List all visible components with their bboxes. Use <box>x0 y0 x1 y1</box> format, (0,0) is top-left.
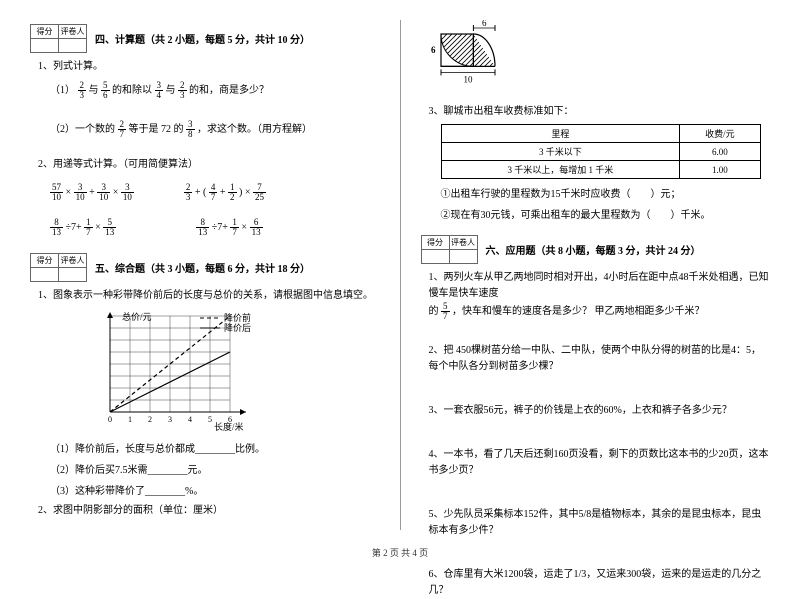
reviewer-blank <box>449 250 477 264</box>
svg-text:0: 0 <box>108 415 112 424</box>
col-fee: 收费/元 <box>680 125 760 143</box>
right-column: 6 6 10 3、聊城市出租车收费标准如下： 里程收费/元 3 千米以下6.00 3… <box>421 20 771 540</box>
frac-2-3b: 23 <box>178 81 187 100</box>
svg-text:降价后: 降价后 <box>224 322 251 333</box>
svg-text:1: 1 <box>128 415 132 424</box>
text: （1） <box>50 85 75 96</box>
score-label: 得分 <box>31 25 59 39</box>
frac-2-3: 23 <box>78 81 87 100</box>
s6-q5: 5、少先队员采集标本152件，其中5/8是植物标本，其余的是昆虫标本，昆虫标本有… <box>429 507 771 539</box>
svg-text:长度/米: 长度/米 <box>214 421 244 432</box>
taxi-note2: ②现在有30元钱，可乘出租车的最大里程数为（ ）千米。 <box>441 206 771 221</box>
frac-2-7: 27 <box>118 120 127 139</box>
section4-title: 四、计算题（共 2 小题，每题 5 分，共计 10 分） <box>95 31 310 46</box>
frac-5-7: 57 <box>441 302 450 321</box>
frac-3-8: 38 <box>186 120 195 139</box>
text: 1、两列火车从甲乙两地同时相对开出，4小时后在距中点48千米处相遇，已知慢车是快… <box>429 272 769 299</box>
text: 的 <box>429 306 439 317</box>
page-footer: 第 2 页 共 4 页 <box>0 546 800 559</box>
s6-q2: 2、把 450棵树苗分给一中队、二中队，使两个中队分得的树苗的比是4：5，每个中… <box>429 343 771 375</box>
frac-5-6: 56 <box>101 81 110 100</box>
svg-text:5: 5 <box>208 415 212 424</box>
svg-text:总价/元: 总价/元 <box>122 312 152 322</box>
score-blank <box>421 250 449 264</box>
s6-q6: 6、仓库里有大米1200袋，运走了1/3，又运来300袋，运来的是运走的几分之几… <box>429 567 771 599</box>
text: ，求这个数。（用方程解） <box>197 124 312 135</box>
svg-text:10: 10 <box>463 74 473 84</box>
s4-q1: 1、列式计算。 <box>38 59 380 75</box>
svg-text:2: 2 <box>148 415 152 424</box>
expr-3: 813 ÷7+ 17 × 513 <box>50 218 116 237</box>
s4-q1-p2: （2）一个数的 27 等于是 72 的 38 ，求这个数。（用方程解） <box>50 120 380 139</box>
price-chart: 0123456总价/元长度/米降价前降价后 <box>90 312 380 432</box>
s4-q1-p1: （1） 23 与 56 的和除以 34 与 23 的和，商是多少？ <box>50 81 380 100</box>
expr-4: 813 ÷7+ 17 × 613 <box>196 218 262 237</box>
svg-text:降价前: 降价前 <box>224 312 251 323</box>
score-table-4: 得分评卷人 <box>30 24 87 53</box>
page-content: 得分评卷人 四、计算题（共 2 小题，每题 5 分，共计 10 分） 1、列式计… <box>30 20 770 540</box>
row2-r: 1.00 <box>680 161 760 179</box>
section6-header: 得分评卷人 六、应用题（共 8 小题，每题 3 分，共计 24 分） <box>421 235 771 264</box>
s5-q1-p2: （2）降价后买7.5米需________元。 <box>50 461 380 476</box>
reviewer-blank <box>59 39 87 53</box>
svg-text:6: 6 <box>481 20 486 28</box>
reviewer-blank <box>59 268 87 282</box>
s5-q1: 1、图象表示一种彩带降价前后的长度与总价的关系，请根据图中信息填空。 <box>38 288 380 304</box>
s6-q3: 3、一套衣服56元，裤子的价钱是上衣的60%，上衣和裤子各多少元？ <box>429 403 771 419</box>
reviewer-label: 评卷人 <box>59 25 87 39</box>
s4-q2: 2、用递等式计算。（可用简便算法） <box>38 157 380 173</box>
calc-row-2: 813 ÷7+ 17 × 513 813 ÷7+ 17 × 613 <box>50 218 380 237</box>
calc-row-1: 5710 × 310 + 310 × 310 23 + ( 47 + 12 ) … <box>50 183 380 202</box>
reviewer-label: 评卷人 <box>449 236 477 250</box>
reviewer-label: 评卷人 <box>59 254 87 268</box>
section5-title: 五、综合题（共 3 小题，每题 6 分，共计 18 分） <box>95 260 310 275</box>
score-label: 得分 <box>421 236 449 250</box>
score-table-6: 得分评卷人 <box>421 235 478 264</box>
score-blank <box>31 39 59 53</box>
svg-text:4: 4 <box>188 415 192 424</box>
row1-r: 6.00 <box>680 143 760 161</box>
frac-3-4: 34 <box>155 81 164 100</box>
s6-q4: 4、一本书，看了几天后还剩160页没看，剩下的页数比这本书的少20页，这本书多少… <box>429 447 771 479</box>
column-divider <box>400 20 401 530</box>
shape-svg: 6 6 10 <box>421 20 561 100</box>
text: 等于是 72 的 <box>129 124 184 135</box>
score-table-5: 得分评卷人 <box>30 253 87 282</box>
s5-q3: 3、聊城市出租车收费标准如下： <box>429 104 771 120</box>
svg-text:3: 3 <box>168 415 172 424</box>
row1-l: 3 千米以下 <box>441 143 680 161</box>
section5-header: 得分评卷人 五、综合题（共 3 小题，每题 6 分，共计 18 分） <box>30 253 380 282</box>
section6-title: 六、应用题（共 8 小题，每题 3 分，共计 24 分） <box>486 242 701 257</box>
text: ，快车和慢车的速度各是多少？ 甲乙两地相距多少千米？ <box>452 306 705 317</box>
taxi-note1: ①出租车行驶的里程数为15千米时应收费（ ）元； <box>441 185 771 200</box>
price-chart-svg: 0123456总价/元长度/米降价前降价后 <box>90 312 270 432</box>
row2-l: 3 千米以上，每增加 1 千米 <box>441 161 680 179</box>
score-blank <box>31 268 59 282</box>
s5-q1-p1: （1）降价前后，长度与总价都成________比例。 <box>50 440 380 455</box>
expr-2: 23 + ( 47 + 12 ) × 725 <box>184 183 266 202</box>
text: 的和，商是多少？ <box>189 85 269 96</box>
svg-text:6: 6 <box>431 45 436 55</box>
section4-header: 得分评卷人 四、计算题（共 2 小题，每题 5 分，共计 10 分） <box>30 24 380 53</box>
text: （2）一个数的 <box>50 124 115 135</box>
s5-q2: 2、求图中阴影部分的面积（单位：厘米） <box>38 503 380 519</box>
col-mile: 里程 <box>441 125 680 143</box>
s6-q1: 1、两列火车从甲乙两地同时相对开出，4小时后在距中点48千米处相遇，已知慢车是快… <box>429 270 771 321</box>
score-label: 得分 <box>31 254 59 268</box>
taxi-table: 里程收费/元 3 千米以下6.00 3 千米以上，每增加 1 千米1.00 <box>441 124 761 179</box>
s5-q1-p3: （3）这种彩带降价了________%。 <box>50 482 380 497</box>
left-column: 得分评卷人 四、计算题（共 2 小题，每题 5 分，共计 10 分） 1、列式计… <box>30 20 380 540</box>
shape-figure: 6 6 10 <box>421 20 731 100</box>
text: 的和除以 <box>112 85 152 96</box>
expr-1: 5710 × 310 + 310 × 310 <box>50 183 134 202</box>
